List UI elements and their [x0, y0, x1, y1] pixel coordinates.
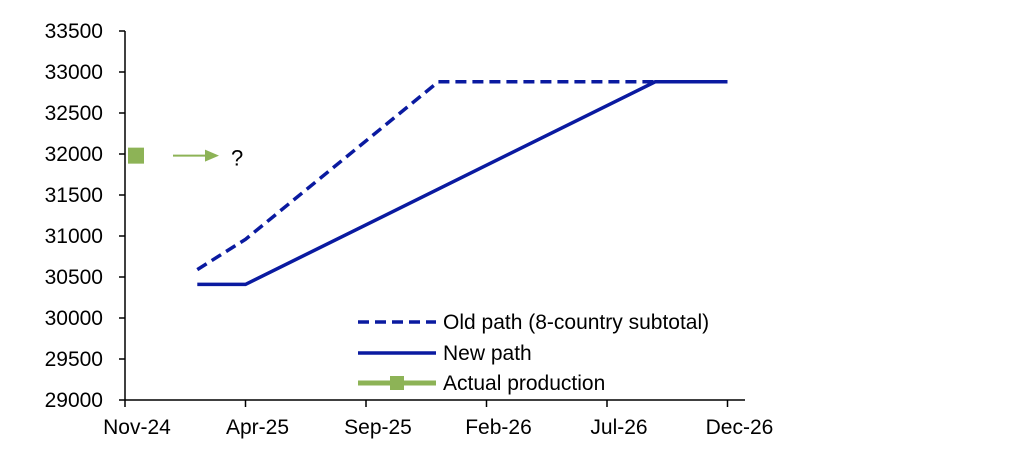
y-tick-label: 32000: [45, 143, 103, 166]
y-tick-label: 30500: [45, 266, 103, 289]
legend-swatch-actual-marker: [390, 376, 404, 390]
y-tick-label: 31000: [45, 225, 103, 248]
y-tick-label: 29000: [45, 389, 103, 412]
y-tick-label: 33500: [45, 20, 103, 43]
x-tick-label: Dec-26: [706, 416, 774, 439]
x-tick-label: Nov-24: [103, 416, 171, 439]
new-path-line: [197, 80, 728, 287]
actual-production-marker: [128, 147, 144, 164]
annotation-question-mark: ?: [231, 146, 243, 171]
old-path-line: [196, 80, 728, 272]
y-tick-label: 31500: [45, 184, 103, 207]
x-tick-label: Jul-26: [590, 416, 647, 439]
legend-item: Old path (8-country subtotal): [358, 311, 709, 334]
y-tick-label: 29500: [45, 348, 103, 371]
legend-item: Actual production: [358, 372, 605, 395]
x-tick-label: Feb-26: [465, 416, 532, 439]
y-tick-label: 32500: [45, 102, 103, 125]
y-tick-label: 33000: [45, 61, 103, 84]
x-tick-label: Apr-25: [226, 416, 289, 439]
legend-label: Old path (8-country subtotal): [443, 311, 709, 334]
legend-item: New path: [358, 342, 532, 365]
legend-label: Actual production: [443, 372, 605, 395]
legend-label: New path: [443, 342, 532, 365]
annotation-arrowhead: [205, 149, 219, 162]
axes: 29000 29500 30000 30500 31000 31500 32000 32500…: [45, 20, 774, 439]
legend: Old path (8-country subtotal) New path Act…: [358, 311, 709, 395]
y-tick-label: 30000: [45, 307, 103, 330]
x-tick-label: Sep-25: [344, 416, 412, 439]
series-layer: [128, 80, 728, 287]
annotation-layer: ?: [173, 146, 243, 171]
